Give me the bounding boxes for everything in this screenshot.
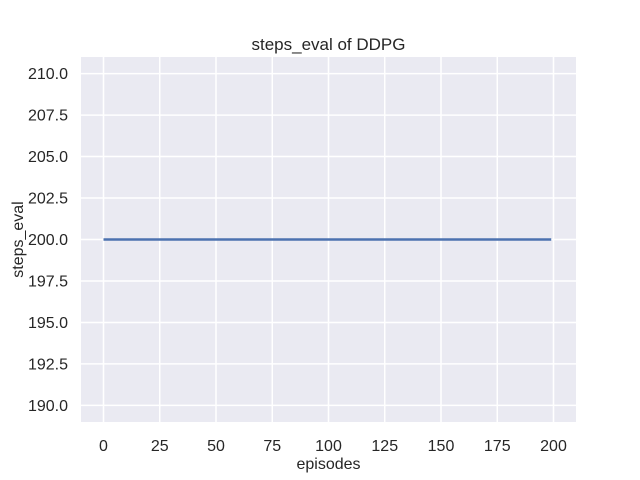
x-tick-label: 125: [371, 438, 398, 455]
x-tick-label: 150: [428, 438, 455, 455]
y-tick-label: 190.0: [28, 398, 68, 415]
chart-title: steps_eval of DDPG: [251, 35, 405, 54]
x-tick-label: 175: [484, 438, 511, 455]
y-tick-label: 192.5: [28, 356, 68, 373]
y-tick-label: 200.0: [28, 232, 68, 249]
y-tick-label: 202.5: [28, 191, 68, 208]
x-tick-label: 200: [540, 438, 567, 455]
x-tick-label: 25: [151, 438, 169, 455]
y-tick-label: 210.0: [28, 66, 68, 83]
x-tick-label: 0: [99, 438, 108, 455]
y-axis-label: steps_eval: [10, 201, 27, 278]
x-tick-label: 50: [207, 438, 225, 455]
y-tick-labels: 190.0 192.5 195.0 197.5 200.0 202.5 205.0 207.5…: [28, 66, 68, 415]
x-tick-label: 75: [263, 438, 281, 455]
y-tick-label: 205.0: [28, 149, 68, 166]
y-tick-label: 197.5: [28, 273, 68, 290]
y-tick-label: 207.5: [28, 108, 68, 125]
x-tick-label: 100: [315, 438, 342, 455]
y-tick-label: 195.0: [28, 315, 68, 332]
x-axis-label: episodes: [296, 456, 360, 473]
x-tick-labels: 0 25 50 75 100 125 150 175 200: [99, 438, 567, 455]
